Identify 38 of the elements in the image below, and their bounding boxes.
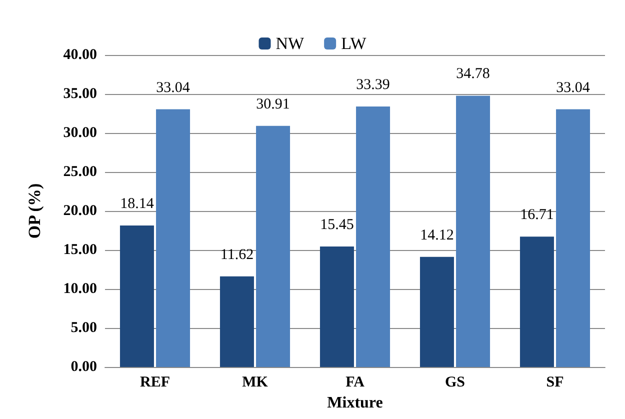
data-label: 15.45 [320, 216, 354, 233]
bar [356, 106, 390, 367]
x-tick-label: SF [546, 374, 564, 390]
y-tick-label: 25.00 [63, 164, 97, 180]
data-label: 33.39 [356, 77, 390, 94]
x-axis-title: Mixture [327, 394, 383, 412]
data-label: 14.12 [420, 227, 454, 244]
y-tick-label: 30.00 [63, 125, 97, 141]
bar [256, 126, 290, 367]
data-label: 16.71 [520, 207, 554, 224]
bar [320, 246, 354, 367]
data-label: 34.78 [456, 66, 490, 82]
bar [420, 256, 454, 367]
bar [220, 276, 254, 367]
data-label: 11.62 [220, 246, 254, 263]
legend-label: NW [276, 34, 306, 53]
data-label: 33.04 [556, 80, 590, 96]
x-tick-label: MK [242, 374, 268, 390]
x-tick-label: GS [444, 374, 466, 390]
data-label: 30.91 [256, 96, 290, 112]
y-tick-label: 15.00 [63, 242, 97, 258]
y-tick-label: 20.00 [63, 203, 97, 219]
y-axis-title: OP (%) [25, 183, 44, 239]
bar [120, 226, 154, 367]
x-tick-label: REF [140, 374, 170, 390]
y-tick-label: 10.00 [63, 281, 97, 297]
y-tick-label: 40.00 [63, 47, 97, 63]
x-tick-label: FA [346, 374, 365, 390]
bar [556, 109, 590, 367]
data-label: 18.14 [120, 196, 154, 212]
legend-label: LW [341, 34, 368, 53]
bar [156, 109, 190, 367]
y-tick-label: 0.00 [70, 359, 97, 375]
data-label: 33.04 [156, 80, 190, 96]
bar [520, 236, 554, 367]
bar [456, 96, 490, 367]
y-tick-label: 35.00 [63, 86, 97, 102]
y-tick-label: 5.00 [70, 320, 97, 336]
